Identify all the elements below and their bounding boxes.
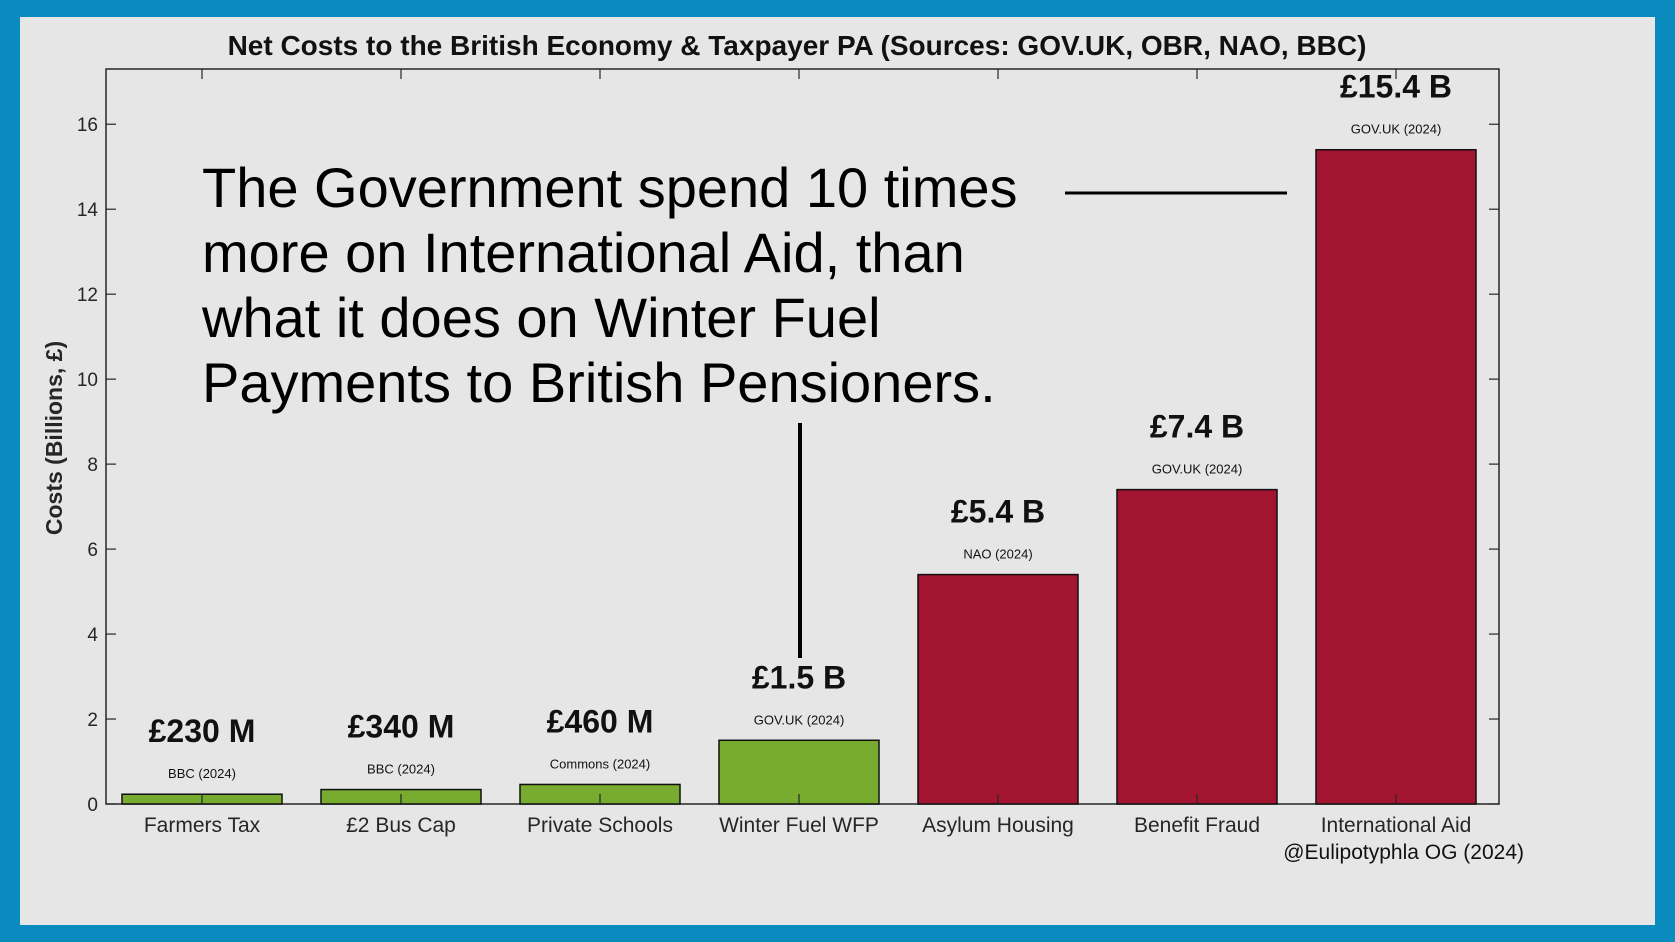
data-label: £5.4 B <box>951 494 1045 530</box>
source-label: GOV.UK (2024) <box>754 712 845 727</box>
bar-chart: Net Costs to the British Economy & Taxpa… <box>41 30 1524 864</box>
source-label: NAO (2024) <box>963 547 1032 562</box>
data-label: £230 M <box>149 713 256 749</box>
bar <box>1315 148 1477 805</box>
annotation-line-1: The Government spend 10 times <box>202 156 1018 219</box>
chart-frame: Net Costs to the British Economy & Taxpa… <box>20 17 1655 925</box>
x-tick-label: Private Schools <box>527 814 673 837</box>
x-tick-label: Asylum Housing <box>922 814 1074 837</box>
y-tick-label: 2 <box>87 710 98 731</box>
annotation-line-3: what it does on Winter Fuel <box>201 286 881 349</box>
y-axis: 0 2 4 6 8 10 12 14 16 <box>77 115 1499 816</box>
data-label: £7.4 B <box>1150 409 1244 445</box>
y-tick-label: 16 <box>77 115 98 136</box>
chart-title: Net Costs to the British Economy & Taxpa… <box>228 30 1367 61</box>
credit-text: @Eulipotyphla OG (2024) <box>1283 841 1524 864</box>
x-axis: Farmers Tax £2 Bus Cap Private Schools Wint… <box>144 69 1471 837</box>
data-label: £340 M <box>348 709 455 745</box>
y-tick-label: 10 <box>77 370 98 391</box>
source-label: BBC (2024) <box>367 762 435 777</box>
source-label: GOV.UK (2024) <box>1351 122 1442 137</box>
y-tick-label: 0 <box>87 795 98 816</box>
x-tick-label: Benefit Fraud <box>1134 814 1260 837</box>
source-label: Commons (2024) <box>550 756 650 771</box>
x-tick-label: International Aid <box>1321 814 1472 837</box>
bar <box>1116 488 1278 805</box>
y-tick-label: 14 <box>77 200 99 221</box>
y-tick-label: 4 <box>87 625 98 646</box>
y-tick-label: 8 <box>87 455 98 476</box>
annotation-line-4: Payments to British Pensioners. <box>202 351 996 414</box>
source-label: BBC (2024) <box>168 766 236 781</box>
x-tick-label: Farmers Tax <box>144 814 261 837</box>
y-tick-label: 12 <box>77 285 98 306</box>
source-label: GOV.UK (2024) <box>1152 462 1243 477</box>
y-axis-label: Costs (Billions, £) <box>41 341 67 535</box>
y-tick-label: 6 <box>87 540 98 561</box>
x-tick-label: £2 Bus Cap <box>346 814 456 837</box>
bar <box>718 739 880 805</box>
data-label: £1.5 B <box>752 659 846 695</box>
x-tick-label: Winter Fuel WFP <box>719 814 879 837</box>
data-label: £460 M <box>547 703 654 739</box>
annotation-line-2: more on International Aid, than <box>202 221 965 284</box>
bar <box>917 573 1079 805</box>
